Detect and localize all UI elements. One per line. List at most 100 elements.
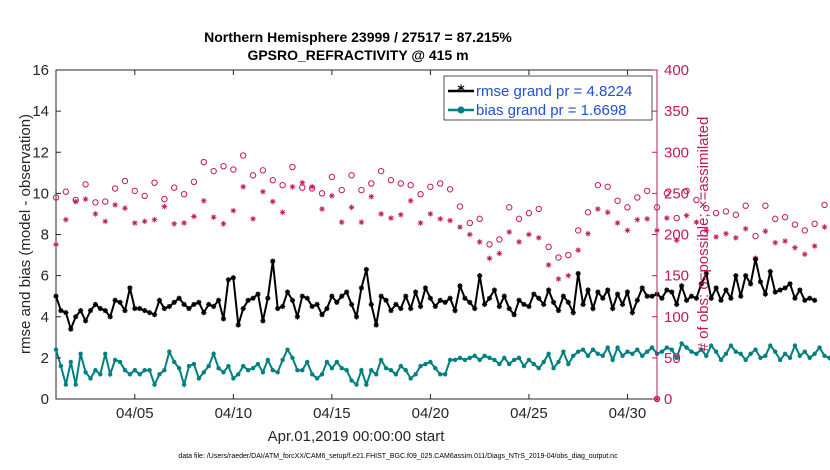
bias-point	[354, 382, 359, 387]
bias-point	[191, 361, 197, 367]
obs-possible-point	[604, 183, 611, 190]
rmse-point	[368, 301, 374, 308]
rmse-point	[137, 305, 143, 312]
obs-assimilated-point	[604, 209, 611, 216]
x-tick-label: 04/10	[215, 405, 253, 422]
bias-point	[787, 355, 793, 361]
obs-possible-point	[82, 181, 89, 188]
y-tick-right-label: 200	[664, 227, 689, 244]
bias-point	[571, 353, 576, 359]
bias-point	[521, 363, 527, 369]
legend-box	[443, 75, 653, 121]
bias-point	[674, 355, 679, 361]
rmse-point	[723, 287, 729, 293]
rmse-point	[521, 301, 527, 308]
bias-point	[575, 349, 581, 354]
bias-point	[689, 349, 694, 354]
obs-assimilated-point	[279, 209, 286, 216]
y-tick-right-label: 0	[664, 391, 672, 408]
obs-possible-point	[52, 194, 60, 201]
rmse-point	[373, 322, 379, 328]
rmse-point	[688, 293, 695, 299]
rmse-point	[713, 285, 719, 291]
bias-point	[295, 368, 300, 373]
obs-possible-point	[801, 227, 808, 234]
obs-assimilated-point	[595, 206, 601, 212]
bias-point	[137, 372, 142, 377]
plot-area	[55, 69, 658, 400]
obs-possible-point	[535, 205, 542, 213]
bias-point	[713, 349, 719, 354]
rmse-point	[92, 301, 99, 308]
rmse-point	[260, 318, 266, 324]
rmse-point	[398, 305, 404, 312]
rmse-point	[87, 307, 94, 314]
rmse-point	[526, 303, 532, 310]
rmse-point	[590, 305, 596, 312]
bias-point	[822, 353, 827, 359]
bias-point	[763, 353, 768, 359]
obs-possible-point	[210, 167, 217, 175]
obs-assimilated-point	[742, 225, 749, 232]
y-tick-right-label: 50	[664, 350, 681, 367]
obs-possible-point	[180, 190, 188, 198]
rmse-point	[762, 291, 768, 297]
obs-assimilated-point	[92, 211, 99, 217]
rmse-point	[240, 305, 246, 312]
bias-point	[438, 372, 443, 377]
obs-possible-point	[239, 152, 247, 159]
rmse-point	[506, 305, 512, 312]
bias-point	[324, 359, 330, 365]
bias-point	[393, 372, 399, 377]
obs-possible-point	[328, 173, 336, 181]
obs-possible-point	[643, 187, 651, 195]
obs-possible-point	[525, 209, 533, 217]
rmse-point	[196, 299, 202, 305]
bias-point	[383, 365, 389, 371]
x-tick-label: 04/05	[116, 405, 154, 422]
bias-point	[265, 357, 271, 363]
obs-assimilated-point	[151, 216, 158, 223]
obs-assimilated-point	[506, 229, 513, 235]
obs-assimilated-point	[624, 227, 631, 234]
rmse-point	[752, 256, 759, 262]
obs-assimilated-point	[437, 216, 444, 222]
obs-possible-point	[111, 185, 119, 192]
bias-point	[68, 359, 73, 365]
bias-point	[733, 349, 739, 354]
rmse-point	[649, 293, 655, 299]
obs-assimilated-point	[427, 211, 434, 217]
rmse-point	[462, 295, 468, 301]
bias-point	[679, 341, 684, 346]
bias-point	[314, 376, 320, 381]
obs-assimilated-point	[693, 219, 700, 225]
rmse-point	[516, 297, 522, 303]
rmse-point	[230, 275, 236, 281]
rmse-point	[417, 303, 424, 310]
bias-point	[630, 351, 635, 356]
bias-point	[507, 361, 512, 367]
rmse-point	[191, 301, 197, 308]
bias-point	[132, 368, 138, 373]
bias-point	[561, 349, 566, 354]
rmse-point	[738, 293, 744, 299]
rmse-point	[511, 312, 517, 318]
obs-assimilated-point	[289, 183, 296, 190]
obs-assimilated-point	[329, 193, 335, 199]
bias-point	[240, 363, 246, 369]
obs-assimilated-point	[309, 183, 315, 190]
bias-point	[107, 372, 113, 377]
rmse-point	[156, 297, 163, 303]
tick-layer: 0 2 4 6 8 10 12 14 16 0 50 100 150 200 250 300 350 400 04/…	[32, 62, 689, 422]
obs-possible-point	[466, 219, 474, 227]
obs-possible-point	[387, 177, 395, 184]
rmse-point	[363, 266, 369, 273]
y-tick-left-label: 0	[41, 391, 49, 408]
x-tick-label: 04/30	[609, 405, 647, 422]
obs-possible-point	[368, 180, 375, 187]
bias-point	[53, 347, 59, 352]
rmse-point	[496, 303, 502, 310]
bias-point	[285, 347, 290, 352]
rmse-point	[585, 287, 591, 293]
bias-point	[782, 351, 788, 356]
